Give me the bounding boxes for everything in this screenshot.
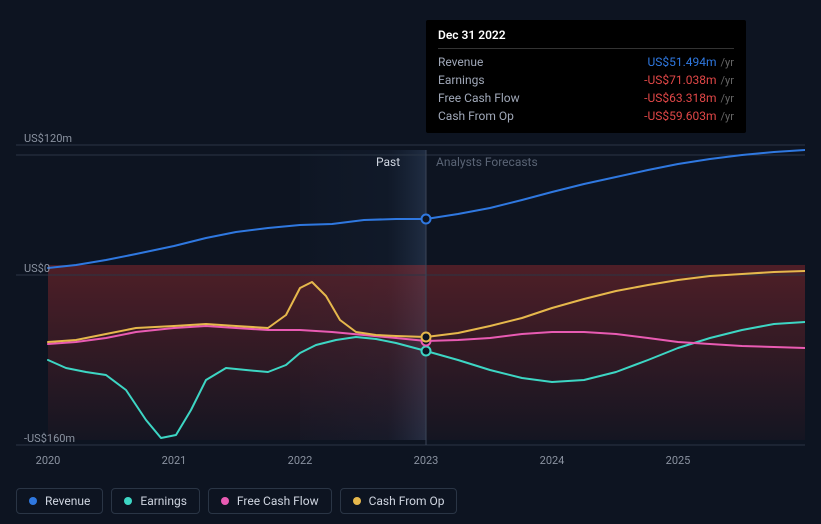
legend-label: Revenue: [45, 494, 90, 508]
tooltip-row: Free Cash Flow -US$63.318m/yr: [438, 89, 734, 107]
marker-revenue: [422, 215, 431, 224]
marker-cfo: [422, 333, 431, 342]
legend-item-cfo[interactable]: Cash From Op: [340, 488, 458, 514]
tooltip-date: Dec 31 2022: [438, 28, 734, 49]
x-axis-label: 2025: [666, 454, 691, 467]
legend-dot-icon: [29, 497, 37, 505]
legend-dot-icon: [221, 497, 229, 505]
data-tooltip: Dec 31 2022 RevenueUS$51.494m/yrEarnings…: [426, 20, 746, 133]
tooltip-metric-value: -US$59.603m: [644, 109, 716, 123]
chart-legend: Revenue Earnings Free Cash Flow Cash From O…: [16, 488, 457, 514]
y-axis-label: -US$160m: [24, 432, 75, 445]
y-axis-label: US$120m: [24, 132, 72, 145]
legend-item-fcf[interactable]: Free Cash Flow: [208, 488, 332, 514]
tooltip-suffix: /yr: [721, 56, 734, 69]
x-axis-label: 2020: [36, 454, 61, 467]
tooltip-metric-label: Cash From Op: [438, 109, 514, 123]
tooltip-suffix: /yr: [721, 74, 734, 87]
tooltip-metric-value: US$51.494m: [647, 55, 716, 69]
tooltip-row: Earnings -US$71.038m/yr: [438, 71, 734, 89]
legend-label: Cash From Op: [369, 494, 445, 508]
tooltip-row: Cash From Op -US$59.603m/yr: [438, 107, 734, 125]
marker-earnings: [422, 347, 431, 356]
y-axis-label: US$0: [24, 262, 50, 275]
tooltip-metric-value: -US$71.038m: [644, 73, 716, 87]
forecast-label: Analysts Forecasts: [436, 155, 538, 169]
legend-label: Free Cash Flow: [237, 494, 319, 508]
tooltip-suffix: /yr: [721, 110, 734, 123]
x-axis-label: 2021: [162, 454, 187, 467]
x-axis-label: 2024: [540, 454, 565, 467]
tooltip-metric-label: Free Cash Flow: [438, 91, 520, 105]
past-label: Past: [376, 155, 400, 169]
legend-dot-icon: [353, 497, 361, 505]
x-axis-label: 2022: [288, 454, 313, 467]
legend-item-earnings[interactable]: Earnings: [111, 488, 200, 514]
financial-chart: US$120m US$0 -US$160m 2020 2021 2022 2023 2024…: [16, 10, 805, 510]
x-axis-label: 2023: [414, 454, 439, 467]
tooltip-metric-label: Earnings: [438, 73, 485, 87]
tooltip-metric-value: -US$63.318m: [644, 91, 716, 105]
tooltip-suffix: /yr: [721, 92, 734, 105]
tooltip-row: Revenue US$51.494m/yr: [438, 53, 734, 71]
tooltip-metric-label: Revenue: [438, 55, 483, 69]
legend-dot-icon: [124, 497, 132, 505]
legend-label: Earnings: [140, 494, 187, 508]
legend-item-revenue[interactable]: Revenue: [16, 488, 103, 514]
